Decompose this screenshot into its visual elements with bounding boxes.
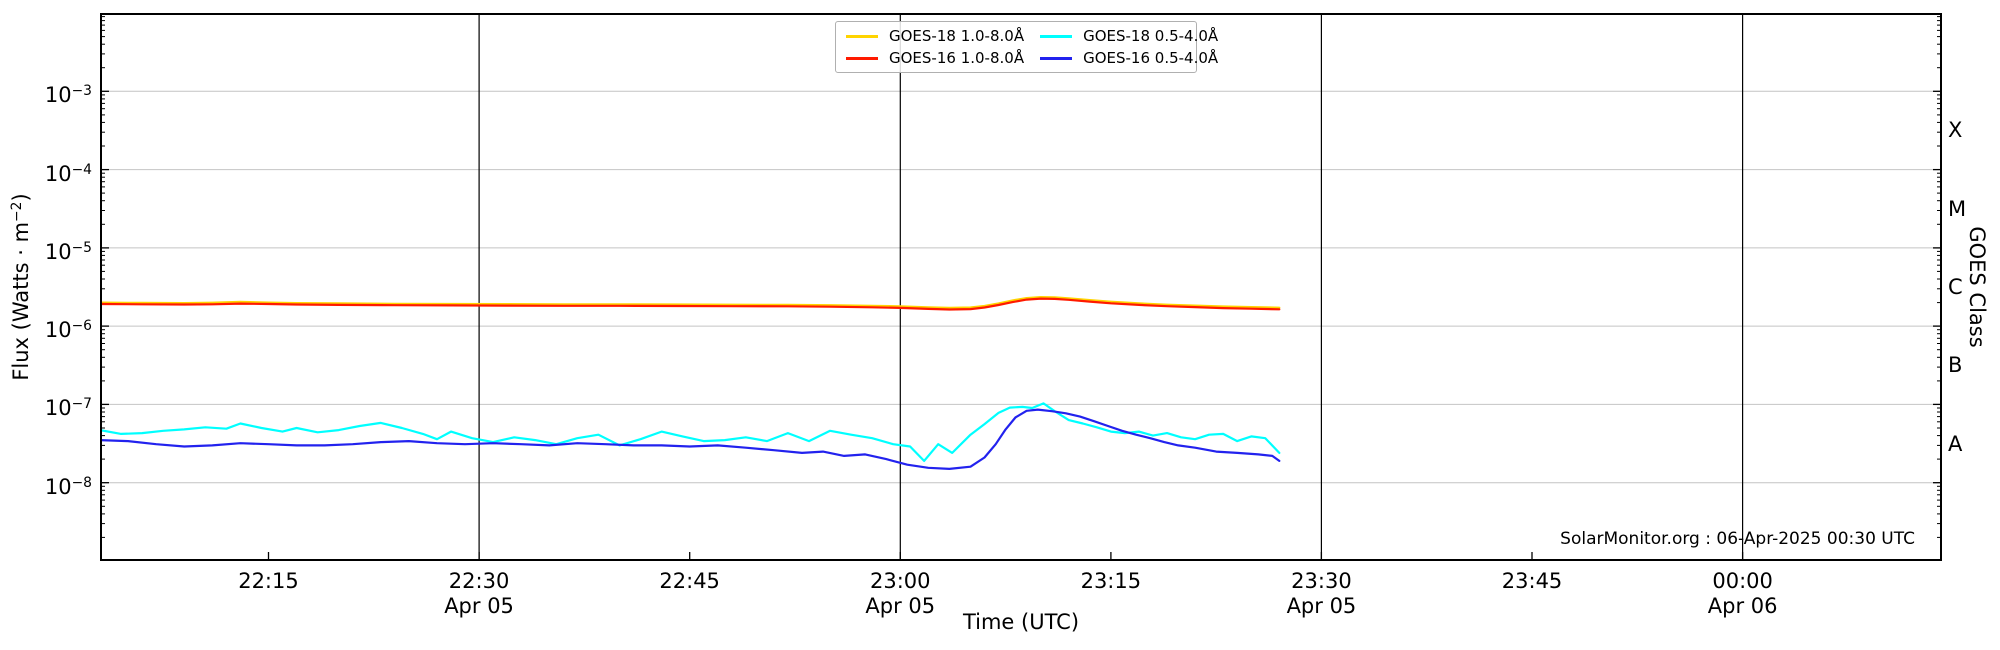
legend-label: GOES-18 1.0-8.0Å [889,27,1025,45]
series-line-1 [100,297,1281,311]
legend-item-goes16-long: GOES-16 1.0-8.0Å [846,49,1024,67]
goes-class-label: B [1948,353,1963,378]
x-tick-date-sublabel: Apr 06 [1707,594,1778,618]
solarmonitor-watermark: SolarMonitor.org : 06-Apr-2025 00:30 UTC [1560,529,1915,549]
goes-class-label: C [1948,275,1963,300]
y-tick-label: 10−8 [44,474,92,499]
legend-item-goes18-short: GOES-18 0.5-4.0Å [1040,27,1218,45]
x-tick-label: 23:00 [869,569,931,593]
x-tick-label: 22:45 [659,569,720,593]
goes16-short-line-swatch [1040,56,1073,60]
x-tick-label: 22:15 [238,569,299,593]
x-tick-label: 23:45 [1501,569,1563,593]
x-tick-date-sublabel: Apr 05 [865,594,936,618]
plot-area [100,13,1942,561]
x-tick-label: 22:30 [448,569,510,593]
x-tick-label: 23:30 [1291,569,1352,593]
legend-item-goes18-long: GOES-18 1.0-8.0Å [846,27,1024,45]
legend: GOES-18 1.0-8.0Å GOES-16 1.0-8.0Å GOES-1… [835,21,1218,73]
legend-label: GOES-18 0.5-4.0Å [1083,27,1219,45]
x-tick-label: 23:15 [1080,569,1142,593]
series-line-3 [100,408,1281,470]
series-line-0 [100,296,1281,309]
goes-class-label: M [1948,196,1967,221]
goes-class-label: X [1948,118,1963,143]
y-tick-label: 10−4 [44,161,92,186]
goes-class-label: A [1948,431,1963,456]
goes18-long-line-swatch [846,34,878,38]
goes16-long-line-swatch [846,56,878,60]
y-tick-label: 10−5 [44,239,92,264]
x-tick-label: 00:00 [1712,569,1773,593]
legend-label: GOES-16 1.0-8.0Å [889,49,1025,67]
x-tick-date-sublabel: Apr 05 [1286,594,1357,618]
y-axis-label: Flux (Watts · m−2) [9,193,33,381]
goes18-short-line-swatch [1040,34,1073,38]
y-tick-label: 10−6 [44,318,92,343]
y-tick-label: 10−7 [44,396,92,421]
x-axis-label: Time (UTC) [962,610,1080,634]
x-tick-date-sublabel: Apr 05 [444,594,514,618]
legend-label: GOES-16 0.5-4.0Å [1083,49,1219,67]
legend-item-goes16-short: GOES-16 0.5-4.0Å [1040,49,1218,67]
y-tick-label: 10−3 [44,83,92,108]
series-line-2 [100,402,1281,462]
right-axis-label: GOES Class [1965,226,1989,348]
